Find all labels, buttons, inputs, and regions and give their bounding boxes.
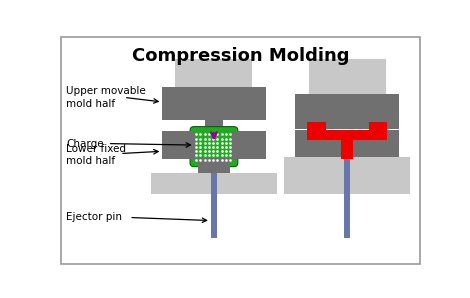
Bar — [295, 94, 400, 142]
Bar — [232, 131, 266, 159]
Text: Compression Molding: Compression Molding — [132, 47, 350, 65]
Bar — [341, 139, 353, 159]
Bar — [295, 140, 400, 159]
Bar — [162, 131, 196, 159]
Bar — [211, 173, 217, 238]
Text: Ejector pin: Ejector pin — [66, 212, 122, 223]
Bar — [368, 122, 387, 134]
Text: Charge: Charge — [66, 139, 104, 149]
Bar — [205, 119, 223, 136]
Text: Lower fixed
mold half: Lower fixed mold half — [66, 144, 126, 166]
Bar — [198, 157, 230, 174]
Bar — [309, 59, 385, 96]
FancyBboxPatch shape — [190, 127, 238, 167]
Bar — [307, 130, 387, 140]
Bar — [344, 157, 350, 238]
Bar — [284, 157, 410, 194]
Bar — [175, 59, 252, 88]
Bar — [307, 122, 326, 134]
Bar — [295, 129, 400, 131]
Text: Upper movable
mold half: Upper movable mold half — [66, 86, 146, 108]
Bar — [151, 173, 277, 194]
Bar — [162, 87, 266, 120]
